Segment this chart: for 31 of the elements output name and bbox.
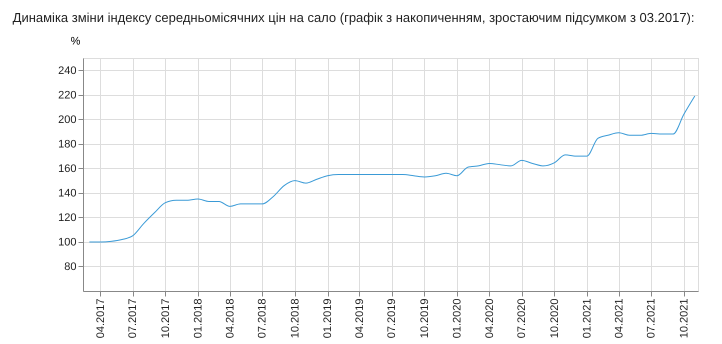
y-tick-label: 160 bbox=[58, 162, 76, 175]
x-tick-label: 01.2021 bbox=[581, 298, 594, 338]
x-tick-label: 04.2021 bbox=[613, 298, 626, 338]
x-tick-label: 07.2021 bbox=[646, 298, 658, 338]
y-axis-title: % bbox=[70, 36, 81, 48]
y-tick-label: 140 bbox=[58, 187, 76, 200]
y-tick-label: 180 bbox=[58, 138, 76, 150]
x-tick-label: 01.2019 bbox=[322, 298, 334, 338]
x-tick-label: 07.2017 bbox=[127, 298, 140, 338]
x-tick-label: 10.2018 bbox=[289, 298, 302, 338]
x-tick-label: 10.2020 bbox=[548, 298, 561, 338]
y-tick-label: 120 bbox=[58, 212, 76, 224]
x-tick-label: 07.2020 bbox=[516, 298, 528, 338]
x-tick-label: 10.2021 bbox=[678, 298, 690, 338]
y-tick-label: 200 bbox=[58, 114, 76, 126]
y-tick-label: 220 bbox=[58, 89, 76, 102]
x-tick-label: 01.2020 bbox=[452, 298, 464, 338]
x-tick-label: 10.2017 bbox=[160, 298, 172, 338]
line-series bbox=[88, 96, 696, 242]
x-tick-label: 07.2019 bbox=[386, 298, 398, 338]
y-tick-label: 80 bbox=[64, 260, 76, 273]
y-tick-label: 240 bbox=[58, 64, 76, 77]
x-tick-label: 04.2017 bbox=[94, 298, 107, 338]
x-tick-label: 04.2020 bbox=[484, 298, 496, 338]
x-tick-label: 04.2018 bbox=[224, 298, 236, 338]
x-tick-label: 01.2018 bbox=[192, 298, 204, 338]
x-tick-label: 07.2018 bbox=[256, 298, 269, 338]
x-tick-label: 10.2019 bbox=[418, 298, 431, 338]
y-tick-label: 100 bbox=[58, 236, 76, 248]
x-tick-label: 04.2019 bbox=[354, 298, 366, 338]
chart-title: Динаміка зміни індексу середньомісячних цін на сало (графік з накопиченням, зростаючим підсумком з 03.2017): bbox=[12, 10, 695, 25]
